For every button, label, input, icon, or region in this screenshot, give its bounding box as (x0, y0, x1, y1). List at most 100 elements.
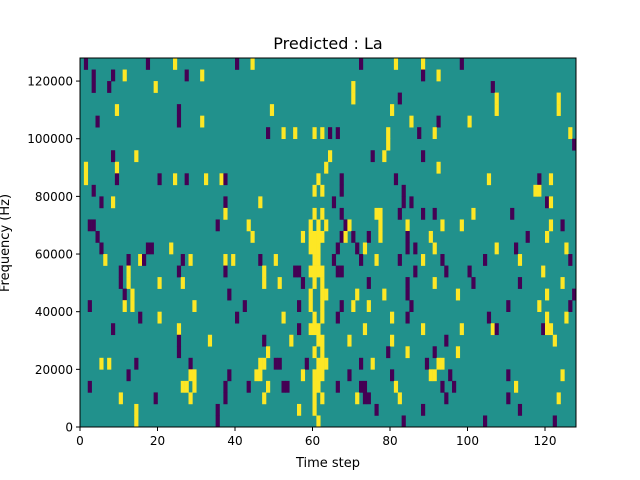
heatmap-cell (266, 127, 271, 140)
heatmap-cell (428, 230, 433, 243)
heatmap-cell (343, 219, 348, 232)
heatmap-cell (316, 219, 321, 232)
heatmap-cell (359, 357, 364, 370)
heatmap-cell (87, 219, 92, 232)
heatmap-cell (347, 334, 352, 347)
heatmap-cell (374, 207, 379, 220)
heatmap-cell (548, 196, 554, 209)
heatmap-cell (312, 277, 317, 289)
heatmap-cell (564, 242, 569, 255)
heatmap-cell (130, 288, 135, 301)
heatmap-cell (297, 300, 302, 312)
heatmap-cell (517, 403, 523, 416)
heatmap-cell (126, 254, 131, 266)
heatmap-cell (432, 242, 437, 255)
heatmap-cell (308, 230, 313, 243)
heatmap-cell (320, 277, 325, 289)
heatmap-cell (339, 300, 344, 312)
heatmap-cell (297, 403, 302, 416)
heatmap-cell (95, 115, 100, 128)
heatmap-cell (359, 58, 364, 70)
heatmap-cell (320, 288, 325, 301)
heatmap-cell (142, 254, 147, 266)
heatmap-cell (545, 311, 550, 324)
heatmap-background (80, 58, 576, 427)
heatmap-cell (118, 392, 123, 405)
heatmap-cell (145, 242, 151, 255)
heatmap-cell (114, 173, 120, 186)
heatmap-cell (517, 254, 523, 266)
heatmap-cell (494, 104, 499, 116)
heatmap-cell (324, 219, 329, 232)
x-tick-label: 0 (76, 434, 84, 448)
heatmap-cell (362, 380, 368, 393)
heatmap-cell (114, 104, 120, 116)
heatmap-cell (219, 173, 224, 186)
heatmap-cell (95, 230, 100, 243)
heatmap-cell (316, 242, 321, 255)
heatmap-cell (467, 265, 472, 278)
heatmap-cell (432, 369, 437, 382)
heatmap-cell (262, 277, 267, 289)
heatmap-cell (545, 323, 550, 336)
heatmap-cell (483, 415, 488, 428)
heatmap-cell (111, 150, 116, 163)
heatmap-cell (409, 115, 414, 128)
heatmap-cell (413, 242, 418, 255)
heatmap-cell (277, 277, 282, 289)
heatmap-cell (320, 357, 325, 370)
heatmap-cell (568, 254, 573, 266)
heatmap-cell (320, 334, 325, 347)
heatmap-cell (421, 254, 426, 266)
y-tick-label: 100000 (27, 132, 73, 146)
x-axis-label: Time step (295, 456, 360, 471)
heatmap-cell (204, 173, 209, 186)
heatmap-cell (436, 115, 441, 128)
heatmap-cell (130, 300, 135, 312)
heatmap-cell (87, 300, 92, 312)
heatmap-cell (560, 219, 565, 232)
heatmap-cell (436, 69, 441, 82)
heatmap-cell (312, 242, 317, 255)
heatmap-cell (467, 115, 472, 128)
heatmap-cell (200, 69, 205, 82)
heatmap-cell (153, 392, 158, 405)
heatmap-cell (421, 207, 426, 220)
heatmap-cell (227, 369, 232, 382)
heatmap-cell (83, 161, 89, 174)
heatmap-cell (444, 265, 449, 278)
y-tick-label: 80000 (35, 190, 73, 204)
heatmap-cell (490, 81, 495, 93)
heatmap-cell (366, 392, 371, 405)
heatmap-cell (235, 311, 240, 324)
heatmap-cell (374, 403, 379, 416)
heatmap-cell (548, 219, 554, 232)
heatmap-cell (91, 184, 96, 197)
heatmap-cell (393, 58, 399, 70)
heatmap-cell (308, 242, 313, 255)
heatmap-cell (374, 254, 379, 266)
heatmap-cell (537, 184, 542, 197)
y-tick-label: 0 (65, 421, 73, 435)
heatmap-cell (180, 254, 185, 266)
heatmap-cell (405, 230, 410, 243)
heatmap-cell (339, 265, 344, 278)
heatmap-cell (173, 58, 178, 70)
heatmap-cell (316, 415, 321, 428)
heatmap-cell (382, 288, 387, 301)
heatmap-cell (328, 150, 333, 163)
heatmap-cell (308, 265, 313, 278)
heatmap-cell (537, 300, 542, 312)
heatmap-cell (324, 357, 329, 370)
heatmap-cell (184, 380, 189, 393)
heatmap-cell (103, 254, 108, 266)
heatmap-cell (316, 173, 321, 186)
heatmap-cell (393, 380, 399, 393)
heatmap-cell (215, 219, 220, 232)
heatmap-cell (316, 265, 321, 278)
heatmap-cell (304, 357, 309, 370)
heatmap-cell (320, 346, 325, 359)
heatmap-cell (409, 196, 414, 209)
heatmap-cell (552, 415, 557, 428)
x-tick-label: 20 (150, 434, 165, 448)
